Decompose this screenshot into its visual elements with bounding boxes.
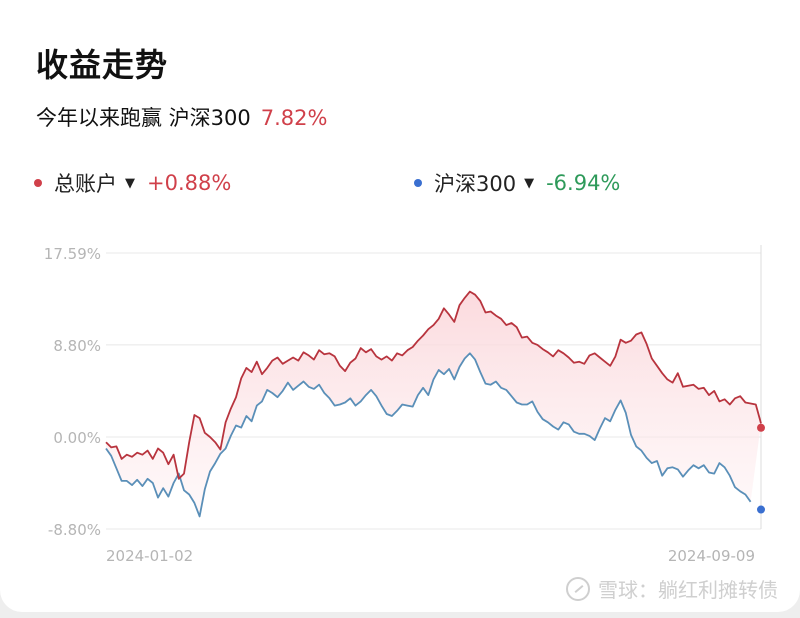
summary-line: 今年以来跑赢 沪深300 7.82% — [36, 102, 327, 132]
watermark-text: 雪球：躺红利摊转债 — [598, 578, 778, 602]
index-end-marker — [757, 505, 765, 514]
y-tick-label: 17.59% — [44, 245, 101, 263]
y-tick-label: 8.80% — [53, 337, 101, 355]
legend-item-account[interactable]: 总账户 ▼ +0.88% — [34, 168, 231, 198]
xueqiu-logo-icon — [566, 576, 590, 601]
summary-value: 7.82% — [260, 106, 328, 130]
series-line-index — [105, 352, 752, 518]
watermark: 雪球：躺红利摊转债 — [566, 574, 778, 603]
spread-area — [106, 291, 761, 517]
x-tick-label: 2024-01-02 — [106, 547, 193, 565]
legend-account-name: 总账户 — [54, 172, 117, 196]
account-dot-icon — [34, 179, 42, 187]
index-dot-icon — [414, 179, 422, 187]
caret-down-icon[interactable]: ▼ — [524, 175, 535, 191]
chart-plot[interactable]: 17.59% 8.80% 0.00% -8.80% 2024-01-02 2024-09-… — [0, 235, 800, 565]
legend-index-name: 沪深300 — [434, 172, 517, 196]
y-tick-label: -8.80% — [48, 521, 101, 539]
legend-index-value: -6.94% — [546, 171, 621, 195]
page-title: 收益走势 — [36, 46, 169, 84]
y-tick-label: 0.00% — [53, 429, 101, 447]
series-line-account — [105, 290, 762, 480]
legend-account-value: +0.88% — [147, 171, 232, 195]
legend-item-index[interactable]: 沪深300 ▼ -6.94% — [414, 168, 620, 198]
caret-down-icon[interactable]: ▼ — [125, 175, 135, 191]
summary-label: 今年以来跑赢 沪深300 — [36, 106, 251, 130]
x-tick-label: 2024-09-09 — [668, 547, 755, 565]
account-end-marker — [757, 423, 765, 432]
